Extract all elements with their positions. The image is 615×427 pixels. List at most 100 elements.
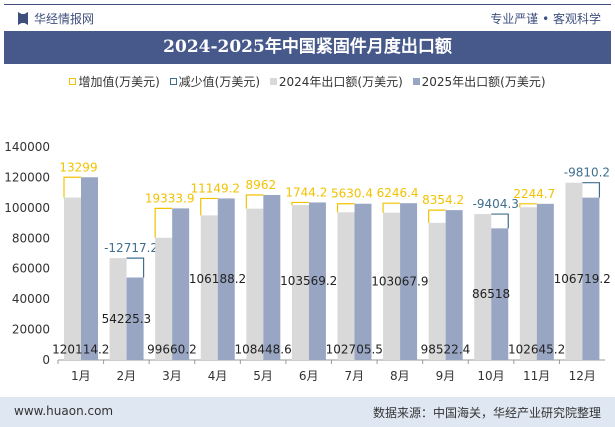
bar-2024: [246, 208, 264, 360]
value-label-2025: 103569.2: [280, 274, 337, 288]
bar-2024: [474, 214, 492, 360]
value-label-2025: 102645.2: [508, 342, 565, 356]
bar-2024: [383, 212, 401, 360]
legend-label: 减少值(万美元): [178, 75, 261, 89]
legend-2024: 2024年出口额(万美元): [269, 73, 403, 90]
increase-bracket: [154, 207, 173, 238]
value-label-2025: 102705.5: [326, 342, 383, 356]
difference-label: -12717.2: [104, 241, 158, 255]
x-tick-label: 11月: [523, 369, 550, 383]
decrease-bracket: [126, 257, 145, 278]
x-tick-label: 12月: [569, 369, 596, 383]
decrease-bracket: [582, 182, 601, 198]
difference-label: -9404.3: [473, 197, 519, 211]
value-label-2025: 108448.6: [234, 342, 291, 356]
data-source: 数据来源：中国海关，华经产业研究院整理: [372, 406, 601, 420]
legend-swatch-icon: [69, 78, 77, 85]
increase-bracket: [428, 209, 446, 223]
bar-2024: [200, 215, 218, 360]
legend-label: 2025年出口额(万美元): [421, 75, 546, 89]
bar-2024: [565, 182, 583, 360]
bar-2025: [445, 210, 463, 360]
brand-name: 华经情报网: [34, 12, 95, 26]
x-tick-label: 10月: [477, 369, 504, 383]
bar-2024: [64, 197, 81, 360]
bar-2025: [354, 203, 372, 360]
increase-bracket: [63, 176, 81, 198]
value-label-2025: 106188.2: [189, 272, 246, 286]
bar-2024: [519, 207, 537, 360]
legend-label: 2024年出口额(万美元): [278, 75, 403, 89]
legend: 增加值(万美元) 减少值(万美元) 2024年出口额(万美元) 2025年出口额…: [0, 73, 615, 90]
website-link[interactable]: www.huaon.com: [14, 404, 114, 418]
x-tick-label: 3月: [162, 369, 182, 383]
y-tick-label: 40000: [12, 292, 50, 306]
footer: www.huaon.com 数据来源：中国海关，华经产业研究院整理: [0, 397, 615, 427]
difference-label: 19333.9: [145, 191, 195, 205]
chart-title: 2024-2025年中国紧固件月度出口额: [4, 31, 611, 64]
bar-2024: [155, 237, 173, 360]
difference-label: 6246.4: [377, 186, 419, 200]
value-label-2025: 54225.3: [102, 312, 152, 326]
value-label-2025: 99660.2: [147, 342, 197, 356]
y-tick-label: 0: [42, 353, 50, 367]
increase-bracket: [291, 201, 309, 206]
difference-label: 8962: [246, 178, 277, 192]
bar-2024: [428, 222, 446, 360]
difference-label: 8354.2: [422, 193, 464, 207]
x-tick-label: 2月: [117, 369, 137, 383]
brand: 华经情报网: [18, 10, 94, 27]
x-tick-label: 4月: [208, 369, 228, 383]
slogan: 专业严谨 • 客观科学: [490, 12, 601, 26]
top-divider: [4, 4, 611, 5]
value-label-2025: 103067.9: [371, 275, 428, 289]
value-label-2025: 98522.4: [421, 342, 471, 356]
bar-2025: [400, 203, 418, 360]
x-tick-label: 1月: [71, 369, 91, 383]
y-tick-label: 60000: [12, 262, 50, 276]
legend-increase: 增加值(万美元): [69, 73, 160, 90]
value-label-2025: 86518: [472, 287, 510, 301]
legend-swatch-icon: [169, 78, 177, 85]
bar-2025: [263, 195, 281, 360]
bar-2025: [81, 177, 98, 360]
x-tick-label: 9月: [436, 369, 456, 383]
bar-2025: [308, 202, 326, 360]
y-tick-label: 80000: [12, 231, 50, 245]
difference-label: 5630.4: [331, 187, 373, 201]
y-tick-label: 140000: [4, 140, 50, 154]
decrease-bracket: [491, 213, 509, 229]
difference-label: -9810.2: [564, 166, 610, 180]
value-label-2025: 106719.2: [554, 272, 611, 286]
bar-2024: [337, 212, 355, 360]
difference-label: 2244.7: [513, 187, 555, 201]
difference-label: 1744.2: [285, 185, 327, 199]
difference-label: 11149.2: [190, 181, 240, 195]
logo-icon: [18, 12, 28, 25]
bar-2024: [109, 258, 127, 360]
x-tick-label: 5月: [253, 369, 273, 383]
bar-2025: [582, 197, 600, 360]
x-tick-label: 7月: [344, 369, 364, 383]
increase-bracket: [200, 197, 218, 216]
increase-bracket: [519, 203, 537, 208]
bar-chart: 0 20000 40000 60000 80000 100000 120000 140000 1…: [4, 140, 611, 383]
legend-swatch-icon: [412, 78, 420, 85]
y-tick-label: 20000: [12, 323, 50, 337]
x-tick-label: 6月: [299, 369, 319, 383]
legend-2025: 2025年出口额(万美元): [412, 73, 546, 90]
legend-label: 增加值(万美元): [78, 75, 160, 89]
y-tick-label: 100000: [4, 201, 50, 215]
bar-2025: [126, 277, 144, 360]
bar-2025: [217, 198, 235, 360]
legend-decrease: 减少值(万美元): [169, 73, 261, 90]
legend-swatch-icon: [269, 78, 277, 85]
bar-2025: [536, 203, 554, 360]
bar-2025: [491, 228, 509, 360]
increase-bracket: [245, 194, 264, 209]
value-label-2025: 120114.2: [52, 342, 109, 356]
increase-bracket: [382, 202, 401, 213]
difference-label: 13299: [59, 160, 97, 174]
y-tick-label: 120000: [4, 170, 50, 184]
